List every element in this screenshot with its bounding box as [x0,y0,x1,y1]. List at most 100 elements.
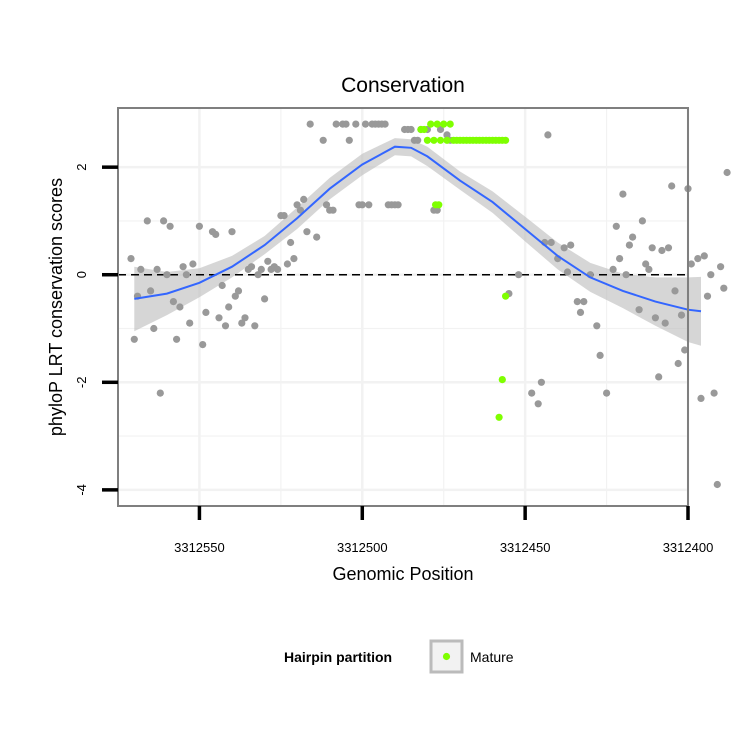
data-point-other [537,378,546,386]
data-point-other [612,222,620,230]
data-point-other [697,394,705,402]
x-tick-label: 3312500 [337,540,388,555]
points-mature [417,120,510,421]
data-point-other [143,217,151,225]
x-tick-label: 3312550 [174,540,225,555]
data-point-other [153,265,161,273]
data-point-other [296,206,304,214]
data-point-other [619,190,627,198]
data-point-other [365,201,373,209]
data-point-other [189,260,197,268]
data-point-other [703,292,712,300]
legend: Hairpin partition Mature [284,639,514,674]
data-point-mature [446,120,454,128]
plot-panel [117,107,731,507]
data-point-other [215,314,223,322]
data-point-mature [427,120,435,128]
data-point-other [322,201,331,209]
legend-key-mature [442,652,451,661]
y-tick-label: -4 [74,484,89,496]
data-point-other [668,182,676,190]
data-point-other [212,230,220,238]
y-axis: -4 -2 0 2 [74,164,118,496]
data-point-other [658,246,666,255]
data-point-other [202,308,210,316]
data-point-other [300,195,308,203]
data-point-other [221,322,230,330]
data-point-other [290,255,298,263]
data-point-other [674,359,682,368]
data-point-other [329,206,337,214]
data-point-other [625,241,634,249]
data-point-other [274,265,282,273]
data-point-other [361,120,370,128]
data-point-other [544,131,552,139]
data-point-other [603,389,611,397]
data-point-other [593,322,601,330]
data-point-mature [423,136,431,144]
data-point-other [160,217,168,225]
data-point-other [345,136,353,144]
data-point-other [687,260,695,268]
data-point-other [642,260,650,268]
data-point-other [655,373,663,381]
data-point-other [573,298,581,306]
data-point-other [228,228,236,236]
data-point-other [234,287,243,295]
data-point-other [629,233,637,241]
data-point-other [358,201,366,209]
data-point-other [700,252,708,260]
data-point-mature [440,120,448,128]
data-point-other [251,322,259,330]
data-point-other [163,271,171,279]
data-point-other [664,244,673,252]
data-point-other [257,265,265,273]
data-point-other [407,125,415,134]
data-point-mature [433,120,441,128]
data-point-other [547,238,555,247]
data-point-other [313,233,321,241]
data-point-other [436,125,445,134]
data-point-other [622,271,630,279]
y-axis-title: phyloP LRT conservation scores [46,178,66,436]
data-point-other [332,120,340,128]
x-axis: 3312550 3312500 3312450 3312400 [174,506,713,555]
data-point-other [717,263,725,271]
data-point-mature [502,136,510,144]
data-point-other [616,255,624,263]
data-point-other [635,306,643,314]
data-point-other [710,389,718,397]
y-tick-label: 0 [74,271,89,278]
x-axis-title: Genomic Position [332,564,473,584]
data-point-other [651,314,660,322]
data-point-other [681,346,689,354]
data-point-mature [495,413,503,421]
data-point-mature [430,136,438,144]
data-point-other [293,201,301,209]
data-point-other [231,292,239,300]
data-point-other [150,324,158,333]
data-point-other [414,136,422,144]
data-point-other [179,263,187,271]
data-point-mature [436,136,445,144]
data-point-other [677,311,686,319]
y-tick-label: -2 [74,377,89,389]
smooth-curve [134,145,702,313]
data-point-other [147,287,155,295]
data-point-other [707,271,715,279]
data-point-other [576,308,585,316]
legend-title: Hairpin partition [284,649,392,665]
data-point-other [166,222,174,230]
y-tick-label: 2 [74,164,89,171]
data-point-other [648,244,656,252]
data-point-other [319,136,327,144]
data-point-other [283,260,291,268]
data-point-other [694,255,702,263]
data-point-other [534,400,542,408]
data-point-other [186,319,194,327]
data-point-other [352,120,360,128]
data-point-other [563,268,572,276]
data-point-mature [502,292,510,300]
data-point-other [671,287,679,295]
